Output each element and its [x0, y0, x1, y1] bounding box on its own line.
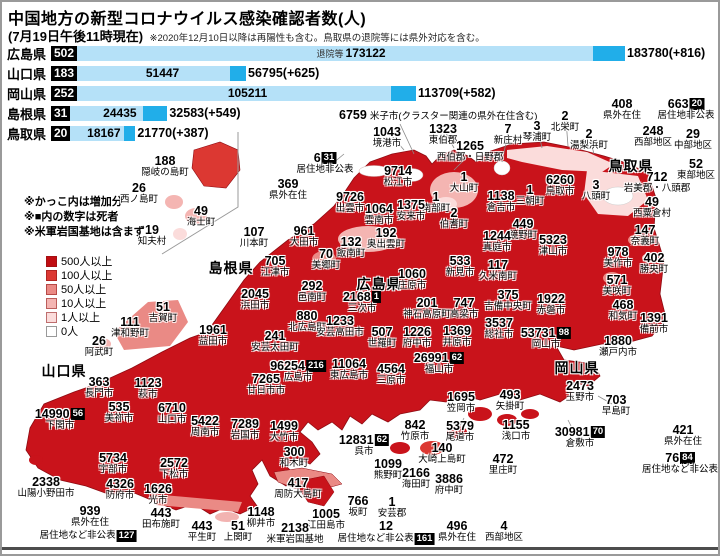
oki-inset-border	[161, 132, 239, 255]
legend-label: 50人以上	[61, 284, 107, 296]
prefecture-label: 山口県	[41, 363, 87, 379]
death-count-badge: 502	[51, 45, 78, 61]
legend-item: 1人以上	[46, 310, 112, 324]
tottori-coast-zone	[507, 146, 614, 172]
bar-row: 広島県 502 退院等 173122 183780(+816)	[7, 45, 706, 62]
bar-row: 山口県 183 51447 56795(+625)	[7, 65, 320, 82]
mainland-shape	[25, 141, 667, 515]
legend-swatch	[46, 325, 57, 337]
active-cases-segment	[124, 125, 136, 141]
as-of-datetime: (7月19日午後11時現在)	[8, 29, 144, 44]
bottom-divider	[2, 547, 718, 550]
yanai-zone	[152, 494, 242, 512]
prefecture-label: 島根県	[208, 260, 254, 276]
legend-swatch	[46, 269, 57, 281]
legend-label: 10人以上	[61, 298, 107, 310]
active-cases-segment	[143, 105, 168, 121]
total-count: 113709(+582)	[418, 86, 496, 100]
recovered-count: 24435	[103, 106, 137, 120]
nishinoshima-island	[165, 195, 183, 209]
legend-label: 0人	[61, 326, 79, 338]
legend-item: 50人以上	[46, 282, 112, 296]
total-count: 56795(+625)	[248, 66, 320, 80]
recovered-count: 51447	[145, 66, 180, 80]
etajima-island	[299, 475, 335, 507]
map-note: ※■内の数字は死者	[24, 211, 119, 223]
map-notes: ※かっこ内は増加分 ※■内の数字は死者 ※米軍岩国基地は含まず	[24, 195, 145, 240]
active-cases-segment	[391, 85, 417, 101]
shinjo-zone	[493, 160, 511, 176]
osakikamijima-island	[420, 441, 444, 455]
oki-main-island	[191, 141, 241, 189]
legend-label: 500人以上	[61, 256, 113, 268]
okuizumo-zone	[338, 226, 398, 252]
legend-items: 500人以上 100人以上 50人以上 10人以上 1人以上 0人	[46, 254, 112, 338]
chibu-island	[173, 228, 187, 240]
bar-row: 岡山県 252 105211 113709(+582)	[7, 85, 496, 102]
legend-swatch	[46, 297, 57, 309]
lake-nakaumi	[400, 168, 424, 182]
map-note: ※米軍岩国基地は含まず	[24, 226, 145, 238]
map-note: ※かっこ内は増加分	[24, 196, 123, 208]
legend-item: 500人以上	[46, 254, 112, 268]
death-count-badge: 20	[51, 125, 71, 141]
case-bar: 24435	[70, 105, 168, 121]
death-count-badge: 252	[51, 85, 78, 101]
active-cases-segment	[230, 65, 247, 81]
prefecture-label: 岡山県	[554, 360, 600, 376]
recovered-count: 105211	[227, 86, 268, 100]
bar-row: 島根県 31 24435 32583(+549)	[7, 105, 241, 122]
prefecture-label: 広島県	[356, 276, 402, 292]
recovered-count: 173122	[345, 46, 386, 60]
subtitle: (7月19日午後11時現在) ※2020年12月10日以降は再陽性も含む。鳥取県…	[8, 26, 485, 46]
total-count: 21770(+387)	[137, 126, 209, 140]
ama-island	[185, 208, 207, 224]
case-bar: 51447	[77, 65, 247, 81]
legend-label: 100人以上	[61, 270, 113, 282]
lake-shinji	[358, 165, 390, 177]
tsuwano-zone	[114, 300, 188, 350]
case-bar: 105211	[77, 85, 417, 101]
recovered-count: 18167	[87, 126, 121, 140]
page-title: 中国地方の新型コロナウイルス感染確認者数(人)	[8, 11, 367, 28]
legend-item: 0人	[46, 324, 112, 338]
legend-item: 100人以上	[46, 268, 112, 282]
prefecture-name: 島根県	[7, 106, 47, 122]
legend-item: 10人以上	[46, 296, 112, 310]
prefecture-label: 鳥取県	[608, 158, 654, 174]
case-bar: 18167	[70, 125, 136, 141]
legend-swatch	[46, 283, 57, 295]
case-bar: 退院等 173122	[77, 45, 626, 61]
legend-label: 1人以上	[61, 312, 101, 324]
total-count: 183780(+816)	[627, 46, 706, 60]
death-count-badge: 183	[51, 65, 78, 81]
total-count: 32583(+549)	[169, 106, 241, 120]
prefecture-name: 鳥取県	[7, 126, 47, 142]
prefecture-name: 岡山県	[7, 86, 47, 102]
prefecture-name: 広島県	[7, 46, 47, 62]
recovered-label: 退院等	[316, 48, 344, 59]
data-note: ※2020年12月10日以降は再陽性も含む。鳥取県の退院等には県外対応を含む。	[149, 33, 485, 44]
active-cases-segment	[593, 45, 626, 61]
bar-row: 鳥取県 20 18167 21770(+387)	[7, 125, 209, 142]
legend-swatch	[46, 255, 57, 267]
prefecture-name: 山口県	[7, 66, 47, 82]
death-count-badge: 31	[51, 105, 71, 121]
legend-swatch	[46, 311, 57, 323]
